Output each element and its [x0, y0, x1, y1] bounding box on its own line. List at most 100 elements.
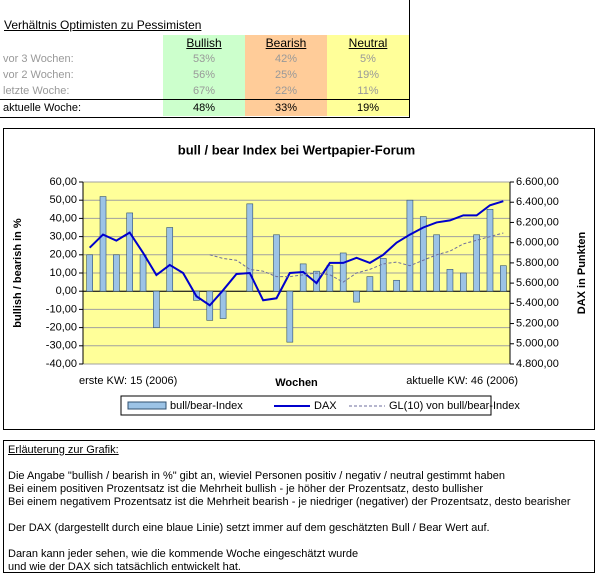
bar: [219, 290, 227, 319]
column-header: Bearish: [245, 35, 327, 51]
y-tick-label: -10,00: [46, 303, 77, 315]
y-tick-label: 40,00: [49, 212, 77, 224]
value-cell: 53%: [163, 51, 245, 67]
y-tick-label: 30,00: [49, 231, 77, 243]
note-line: Daran kann jeder sehen, wie die kommende…: [8, 548, 359, 560]
table-row: letzte Woche: 67% 22% 11%: [0, 83, 409, 100]
value-cell: 67%: [163, 83, 245, 100]
row-label: aktuelle Woche:: [0, 99, 163, 116]
note-line: Bei einem negativem Prozentsatz ist die …: [8, 496, 571, 508]
value-cell: 19%: [327, 67, 409, 83]
y-tick-label: 0,00: [56, 285, 77, 297]
row-label: letzte Woche:: [3, 85, 70, 97]
bar: [379, 258, 387, 292]
value-cell: 56%: [163, 67, 245, 83]
row-label: vor 3 Wochen:: [3, 53, 74, 65]
legend-label: bull/bear-Index: [170, 400, 243, 412]
bar: [299, 263, 307, 292]
bar: [406, 199, 414, 292]
bar: [153, 290, 160, 328]
spacer: [8, 457, 590, 470]
value-cell: 48%: [163, 99, 245, 116]
table: Bullish Bearish Neutral vor 3 Wochen: 53% 42%…: [0, 35, 409, 116]
blank-cell: [0, 35, 163, 51]
header-row: Bullish Bearish Neutral: [0, 35, 409, 51]
y-tick-label: -40,00: [46, 358, 77, 370]
bar: [419, 216, 427, 292]
note-line: Die Angabe "bullish / bearish in %" gibt…: [8, 470, 505, 482]
bar: [393, 279, 400, 292]
bar: [86, 254, 93, 292]
bar: [126, 212, 134, 292]
bar: [473, 234, 480, 292]
y2-tick-label: 5.800,00: [516, 257, 559, 269]
bar: [339, 252, 347, 292]
chart: bull / bear Index bei Wertpapier-Forum -4…: [12, 142, 588, 416]
column-header: Neutral: [327, 35, 409, 51]
value-cell: 11%: [327, 83, 409, 100]
bar: [166, 227, 174, 292]
y-tick-label: 20,00: [49, 249, 77, 261]
value-cell: 5%: [327, 51, 409, 67]
note-line: Der DAX (dargestellt durch eine blaue Li…: [8, 522, 490, 534]
y2-tick-label: 5.000,00: [516, 338, 559, 350]
bar: [139, 254, 147, 292]
y-tick-label: 50,00: [49, 194, 77, 206]
chart-title: bull / bear Index bei Wertpapier-Forum: [178, 142, 415, 157]
legend-swatch: [127, 401, 167, 410]
average-line: [209, 232, 504, 283]
bar: [446, 269, 454, 292]
y-tick-label: 10,00: [49, 267, 77, 279]
y2-tick-label: 6.200,00: [516, 216, 559, 228]
bar: [99, 196, 107, 292]
y2-tick-label: 5.400,00: [516, 297, 559, 309]
y2-tick-label: 6.000,00: [516, 237, 559, 249]
y2-axis-label: DAX in Punkten: [576, 231, 588, 314]
bar: [353, 290, 360, 303]
y-tick-label: -20,00: [46, 322, 77, 334]
y-axis-label: bullish / bearish in %: [12, 218, 24, 328]
y-tick-label: -30,00: [46, 340, 77, 352]
spacer: [8, 535, 590, 548]
table-row: vor 2 Wochen: 56% 25% 19%: [0, 67, 409, 83]
value-cell: 42%: [245, 51, 327, 67]
y2-tick-label: 5.600,00: [516, 277, 559, 289]
bar: [459, 272, 467, 292]
bar: [273, 234, 280, 292]
note-line: Bei einem positiven Prozentsatz ist die …: [8, 483, 484, 495]
legend-label: GL(10) von bull/bear-Index: [389, 400, 520, 412]
x-axis-label: Wochen: [275, 377, 318, 389]
y-tick-label: 60,00: [49, 176, 77, 188]
y2-tick-label: 4.800,00: [516, 358, 559, 370]
sentiment-table: Verhältnis Optimisten zu Pessimisten Bul…: [0, 0, 410, 118]
row-label: vor 2 Wochen:: [3, 69, 74, 81]
y2-tick-label: 5.200,00: [516, 317, 559, 329]
bar: [500, 265, 507, 292]
bar: [246, 203, 254, 292]
dax-line: [88, 200, 504, 307]
bar: [286, 290, 294, 343]
legend-label: DAX: [314, 400, 337, 412]
notes: Erläuterung zur Grafik: Die Angabe "bull…: [3, 440, 595, 573]
x-start-label: erste KW: 15 (2006): [79, 375, 177, 387]
bar: [366, 276, 374, 292]
spacer: [8, 509, 590, 522]
note-line: und wie der DAX sich tatsächlich entwick…: [8, 561, 241, 573]
value-cell: 25%: [245, 67, 327, 83]
value-cell: 22%: [245, 83, 327, 100]
table-row: vor 3 Wochen: 53% 42% 5%: [0, 51, 409, 67]
bar: [113, 254, 120, 292]
value-cell: 19%: [327, 99, 409, 116]
x-end-label: aktuelle KW: 46 (2006): [406, 375, 518, 387]
bar: [486, 209, 494, 292]
y2-tick-label: 6.600,00: [516, 176, 559, 188]
value-cell: 33%: [245, 99, 327, 116]
table-title: Verhältnis Optimisten zu Pessimisten: [4, 18, 202, 32]
bar: [326, 265, 334, 292]
notes-title: Erläuterung zur Grafik:: [8, 444, 119, 456]
bar: [433, 234, 440, 292]
chart-box: bull / bear Index bei Wertpapier-Forum -4…: [3, 128, 595, 430]
y2-tick-label: 6.400,00: [516, 196, 559, 208]
column-header: Bullish: [163, 35, 245, 51]
table-row: aktuelle Woche: 48% 33% 19%: [0, 99, 409, 116]
